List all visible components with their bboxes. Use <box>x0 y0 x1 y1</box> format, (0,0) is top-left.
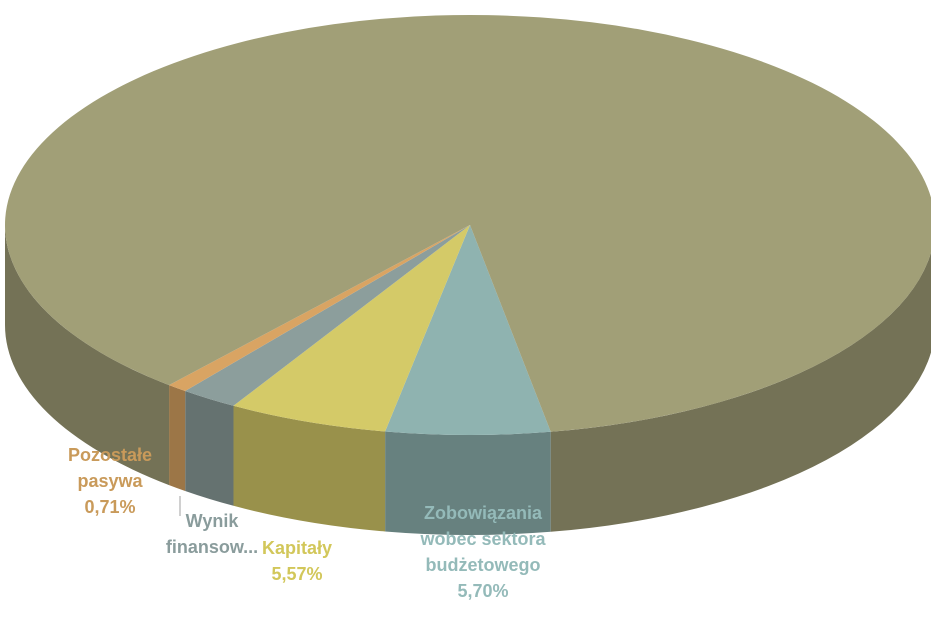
data-label: Pozostałe pasywa 0,71% <box>40 442 180 520</box>
pie-side <box>185 390 234 506</box>
value-label: 0,71% <box>84 497 136 517</box>
value-label: 5,57% <box>271 564 323 584</box>
pie-side <box>5 225 170 486</box>
pie-slice <box>185 225 471 406</box>
value-label: 5,70% <box>457 581 509 601</box>
category-label: Zobowiązania wobec sektora budżetowego <box>420 503 546 575</box>
data-label: Zobowiązania wobec sektora budżetowego 5,… <box>398 500 568 604</box>
pie-side <box>385 431 551 535</box>
pie-slice <box>5 15 931 432</box>
pie-side <box>169 385 186 491</box>
pie-slice <box>385 225 551 435</box>
pie-side <box>233 405 386 532</box>
category-label: Wynik finansow... <box>165 511 259 557</box>
category-label: Pozostałe pasywa <box>67 445 153 491</box>
pie-slice <box>233 225 470 432</box>
category-label: Kapitały <box>261 538 333 558</box>
pie-side <box>550 252 931 532</box>
data-label: Wynik finansow... <box>152 508 272 560</box>
data-label: Kapitały 5,57% <box>247 535 347 587</box>
pie-slice <box>169 225 471 391</box>
